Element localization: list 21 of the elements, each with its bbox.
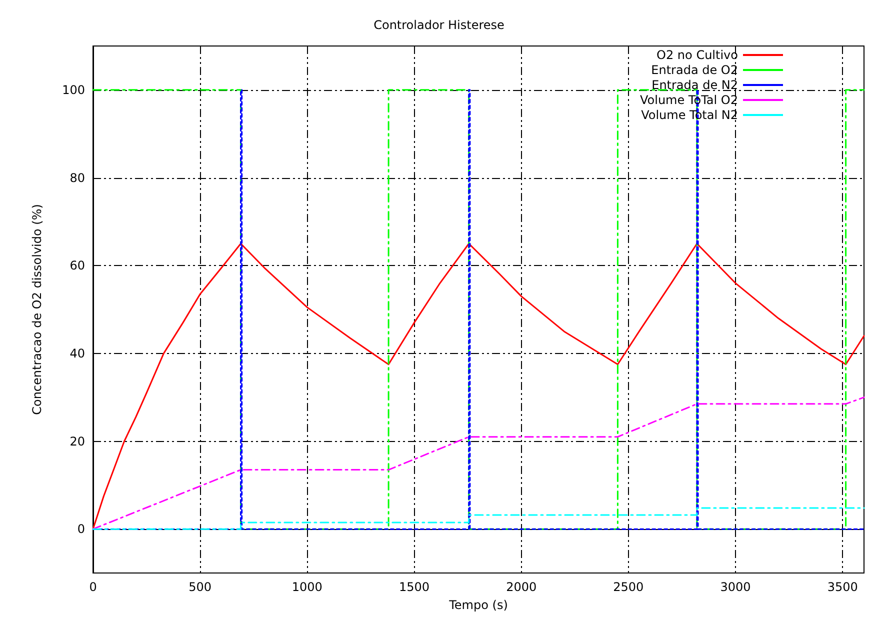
y-tick-label: 60 [70, 258, 85, 273]
y-tick-label: 40 [70, 346, 85, 360]
x-axis-title: Tempo (s) [448, 598, 508, 612]
x-tick-label: 3500 [827, 580, 858, 594]
y-axis-title: Concentracao de O2 dissolvido (%) [30, 204, 44, 415]
y-tick-label: 100 [62, 82, 85, 97]
x-tick-label: 1500 [398, 580, 430, 594]
x-tick-label: 2500 [613, 580, 644, 594]
line-series [92, 507, 865, 530]
line-series [92, 396, 865, 530]
legend-label: O2 no Cultivo [656, 48, 738, 62]
x-tick-label: 500 [188, 580, 212, 594]
x-tick-label: 1000 [292, 580, 322, 594]
x-tick-label: 0 [89, 580, 97, 594]
line-series [92, 242, 865, 530]
x-tick-label: 3000 [720, 580, 751, 594]
y-tick-label: 0 [77, 522, 85, 536]
y-tick-label: 80 [70, 170, 85, 185]
y-tick-label: 20 [70, 434, 85, 448]
x-tick-label: 2000 [506, 580, 537, 594]
chart-title: Controlador Histerese [374, 18, 504, 32]
